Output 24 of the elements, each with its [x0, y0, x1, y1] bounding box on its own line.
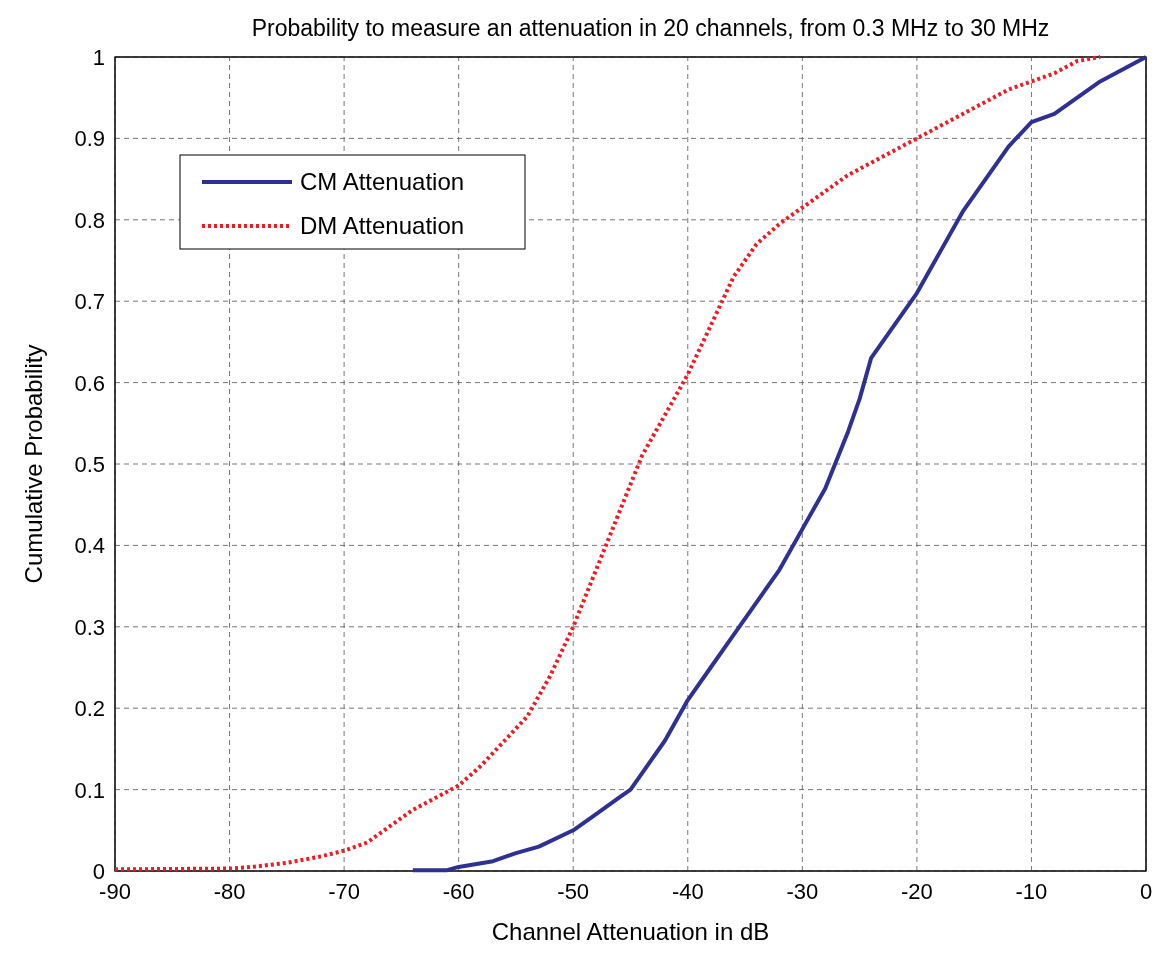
x-tick-label: 0: [1139, 879, 1153, 904]
x-tick-label: -60: [442, 879, 475, 904]
y-tick-label: 0.8: [74, 207, 105, 233]
x-tick-label: -30: [786, 879, 819, 904]
y-tick-label: 0.7: [74, 289, 105, 315]
x-axis-title: Channel Attenuation in dB: [491, 918, 770, 945]
legend-label: CM Attenuation: [300, 168, 465, 195]
x-tick-label: -10: [1015, 879, 1048, 904]
x-tick-label: -40: [671, 879, 704, 904]
y-tick-label: 0.1: [74, 777, 105, 803]
y-tick-label: 0.3: [74, 614, 105, 640]
x-tick-label: -20: [900, 879, 933, 904]
x-tick-label: -70: [328, 879, 361, 904]
x-tick-label: -50: [557, 879, 590, 904]
y-tick-label: 0.9: [74, 126, 105, 152]
y-tick-label: 0.5: [74, 452, 105, 477]
y-tick-label: 0.6: [74, 370, 105, 396]
y-tick-label: 0.4: [74, 533, 105, 559]
legend-label: DM Attenuation: [300, 212, 465, 239]
y-axis-title: Cumulative Probability: [20, 344, 47, 584]
y-tick-label: 0.2: [74, 696, 105, 722]
x-tick-label: -80: [213, 879, 246, 904]
y-tick-label: 1: [92, 45, 105, 70]
chart-title: Probability to measure an attenuation in 20 channels, from 0.3 MHz to 30 MHz: [251, 15, 1050, 41]
